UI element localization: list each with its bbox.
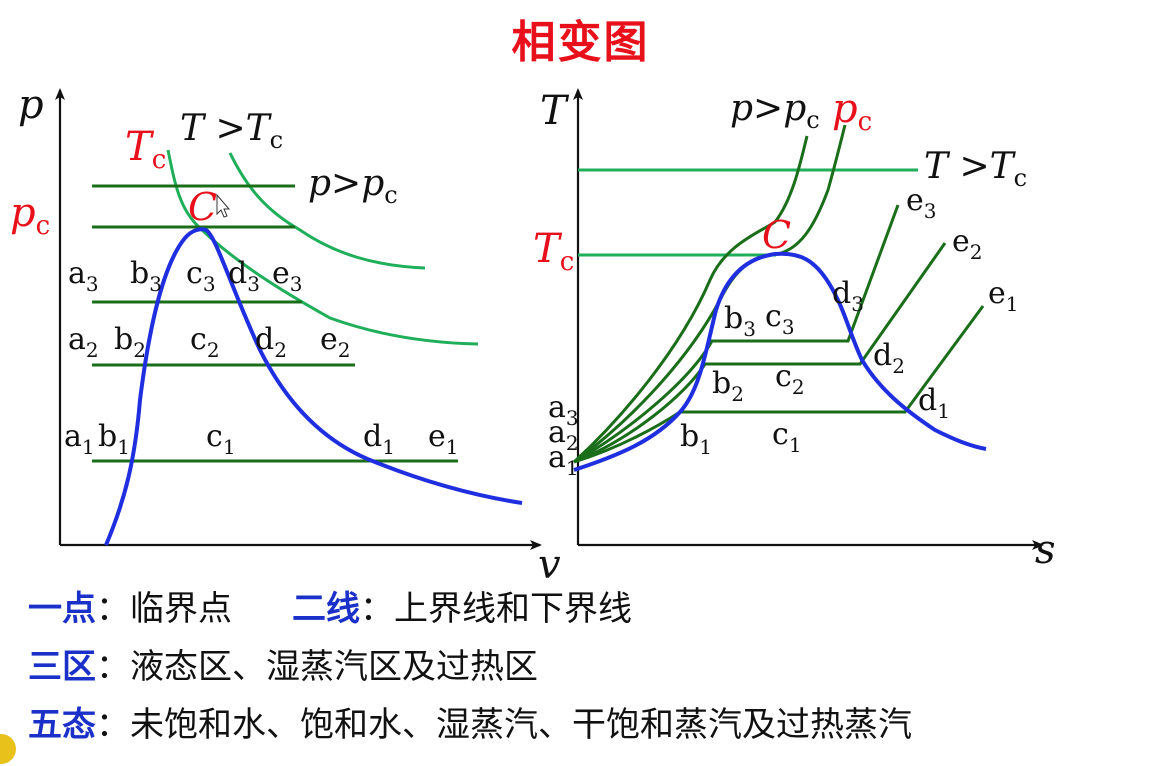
summary-row-2: 三区：液态区、湿蒸汽区及过热区 — [28, 642, 1148, 700]
pv-pc-label: pc — [10, 190, 50, 241]
ts-point-d2: d2 — [873, 338, 905, 378]
pv-point-e2: e2 — [320, 322, 351, 362]
mouse-cursor-icon — [216, 193, 231, 218]
pv-point-a3: a3 — [68, 256, 99, 296]
ts-isobar-2 — [573, 242, 947, 464]
pv-point-a2: a2 — [68, 322, 99, 362]
ts-point-e2: e2 — [952, 224, 983, 264]
ts-critical-point-label: C — [762, 213, 791, 257]
ts-point-d1: d1 — [918, 383, 950, 423]
ts-point-a1: a1 — [548, 440, 579, 480]
ts-point-b3: b3 — [724, 301, 756, 341]
pv-isobar-above-label: p>pc — [308, 163, 398, 209]
ts-isobar-3 — [573, 204, 900, 464]
ts-point-d3: d3 — [832, 276, 864, 316]
pv-point-c1: c1 — [206, 419, 236, 459]
pv-point-c3: c3 — [186, 256, 216, 296]
pv-x-axis-label: v — [538, 542, 561, 584]
summary-text-regions: 液态区、湿蒸汽区及过热区 — [130, 647, 538, 687]
ts-saturation-curve — [573, 251, 987, 472]
summary-text-states: 未饱和水、饱和水、湿蒸汽、干饱和蒸汽及过热蒸汽 — [130, 705, 912, 745]
pv-diagram: p v Tc pc C T >Tc p>pc a3 b3 c3 d3 e3 a2… — [10, 82, 561, 584]
ts-point-c1: c1 — [772, 417, 802, 457]
pv-point-d3: d3 — [228, 256, 260, 296]
summary-sep: ： — [96, 647, 130, 687]
ts-tc-label: Tc — [533, 226, 574, 277]
corner-badge-icon — [0, 734, 16, 764]
ts-point-e3: e3 — [906, 183, 937, 223]
ts-point-c3: c3 — [765, 299, 795, 339]
pv-point-a1: a1 — [64, 419, 95, 459]
ts-supercritical-isobar — [572, 135, 809, 464]
summary-sep: ： — [360, 589, 394, 629]
summary-text-boundary-lines: 上界线和下界线 — [394, 589, 632, 629]
summary-sep: ： — [96, 589, 130, 629]
summary-key-five-states: 五态 — [28, 705, 96, 745]
ts-point-a3: a3 — [548, 390, 579, 430]
ts-point-a2: a2 — [548, 415, 579, 455]
summary-sep: ： — [96, 705, 130, 745]
pv-point-d1: d1 — [363, 419, 395, 459]
pv-point-b1: b1 — [98, 419, 130, 459]
summary-text-critical-point: 临界点 — [130, 589, 232, 629]
pv-point-e3: e3 — [272, 256, 303, 296]
summary-block: 一点：临界点 二线：上界线和下界线 三区：液态区、湿蒸汽区及过热区 五态：未饱和水… — [28, 584, 1148, 758]
summary-row-1: 一点：临界点 二线：上界线和下界线 — [28, 584, 1148, 642]
summary-key-three-regions: 三区 — [28, 647, 96, 687]
pv-tc-label: Tc — [125, 124, 166, 175]
ts-point-b2: b2 — [712, 366, 744, 406]
ts-point-e1: e1 — [988, 276, 1019, 316]
pv-critical-point-label: C — [188, 185, 217, 229]
pv-isotherm-above-label: T >Tc — [180, 108, 283, 154]
summary-key-two-lines: 二线 — [292, 589, 360, 629]
pv-critical-isotherm — [166, 149, 479, 346]
ts-x-axis-label: s — [1035, 527, 1056, 573]
ts-point-b1: b1 — [680, 419, 712, 459]
pv-y-axis-label: p — [18, 82, 44, 128]
ts-diagram: T s Tc C pc p>pc T >Tc a3 a2 a1 b3 c3 d3… — [533, 86, 1056, 573]
page-title: 相变图 — [511, 17, 650, 68]
phase-diagrams: p v Tc pc C T >Tc p>pc a3 b3 c3 d3 e3 a2… — [10, 82, 1056, 584]
pv-point-b2: b2 — [114, 322, 146, 362]
summary-key-one-point: 一点 — [28, 589, 96, 629]
summary-row-3: 五态：未饱和水、饱和水、湿蒸汽、干饱和蒸汽及过热蒸汽 — [28, 700, 1148, 758]
ts-isotherm-above-label: T >Tc — [924, 146, 1027, 192]
pv-point-e1: e1 — [428, 419, 459, 459]
pv-point-d2: d2 — [255, 322, 287, 362]
ts-isobar-above-label: p>pc — [730, 88, 820, 134]
ts-point-c2: c2 — [775, 359, 805, 399]
ts-y-axis-label: T — [540, 88, 570, 134]
pv-saturation-curve — [104, 227, 523, 546]
pv-point-b3: b3 — [130, 256, 162, 296]
pv-point-c2: c2 — [190, 322, 220, 362]
ts-pc-label: pc — [832, 86, 872, 137]
pv-supercritical-isotherm — [228, 152, 426, 270]
